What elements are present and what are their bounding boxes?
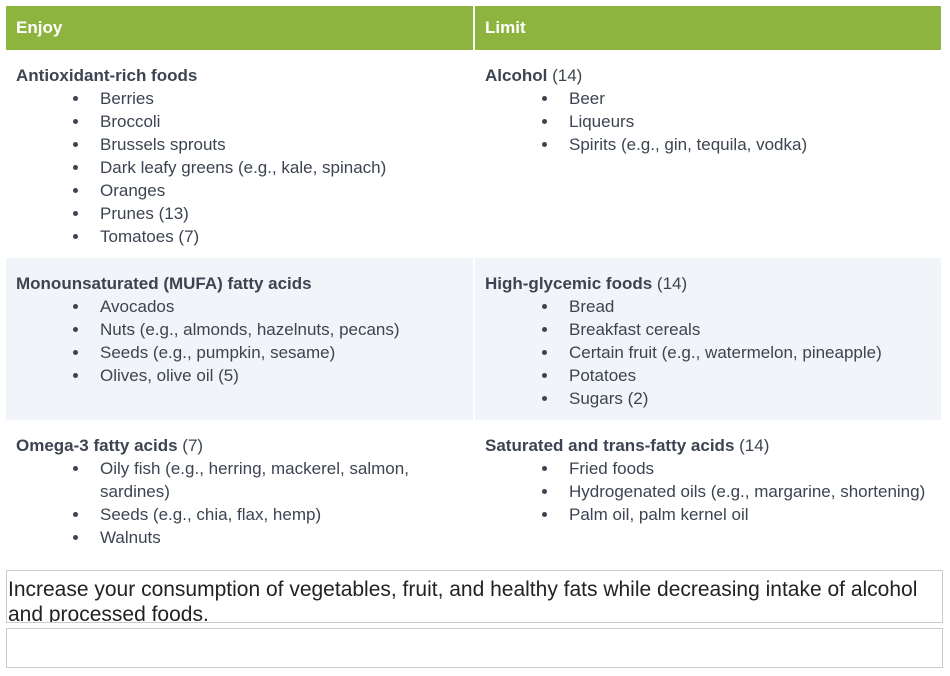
item-list: BreadBreakfast cerealsCertain fruit (e.g…: [485, 295, 931, 410]
cell-title: Saturated and trans-fatty acids: [485, 436, 735, 455]
cell-title: Alcohol: [485, 66, 548, 85]
caption: Increase your consumption of vegetables,…: [6, 570, 943, 623]
list-item: Seeds (e.g., chia, flax, hemp): [90, 503, 463, 526]
list-item: Seeds (e.g., pumpkin, sesame): [90, 341, 463, 364]
table-row: Antioxidant-rich foods BerriesBroccoliBru…: [6, 50, 943, 258]
table-cell: Alcohol (14)BeerLiqueursSpirits (e.g., g…: [474, 50, 943, 258]
list-item: Bread: [559, 295, 931, 318]
list-item: Oily fish (e.g., herring, mackerel, salm…: [90, 457, 463, 503]
list-item: Dark leafy greens (e.g., kale, spinach): [90, 156, 463, 179]
list-item: Oranges: [90, 179, 463, 202]
list-item: Hydrogenated oils (e.g., margarine, shor…: [559, 480, 931, 503]
list-item: Broccoli: [90, 110, 463, 133]
empty-box: [6, 628, 943, 668]
list-item: Berries: [90, 87, 463, 110]
reference: (14): [739, 436, 770, 455]
list-item: Potatoes: [559, 364, 931, 387]
cell-heading: Antioxidant-rich foods: [16, 64, 463, 87]
table-cell: Saturated and trans-fatty acids (14)Frie…: [474, 420, 943, 559]
table-cell: High-glycemic foods (14)BreadBreakfast c…: [474, 258, 943, 420]
cell-heading: High-glycemic foods (14): [485, 272, 931, 295]
table-cell: Antioxidant-rich foods BerriesBroccoliBru…: [6, 50, 475, 258]
item-list: Fried foodsHydrogenated oils (e.g., marg…: [485, 457, 931, 526]
reference: (14): [656, 274, 688, 293]
item-list: BerriesBroccoliBrussels sproutsDark leaf…: [16, 87, 463, 248]
list-item: Certain fruit (e.g., watermelon, pineapp…: [559, 341, 931, 364]
table-cell: Omega-3 fatty acids (7)Oily fish (e.g., …: [6, 420, 475, 559]
header-row: Enjoy Limit: [6, 6, 943, 50]
table-cell: Monounsaturated (MUFA) fatty acids Avocad…: [6, 258, 475, 420]
list-item: Fried foods: [559, 457, 931, 480]
item-list: AvocadosNuts (e.g., almonds, hazelnuts, …: [16, 295, 463, 387]
table-row: Monounsaturated (MUFA) fatty acids Avocad…: [6, 258, 943, 420]
list-item: Palm oil, palm kernel oil: [559, 503, 931, 526]
cell-title: Monounsaturated (MUFA) fatty acids: [16, 274, 312, 293]
cell-title: Omega-3 fatty acids: [16, 436, 178, 455]
list-item: Brussels sprouts: [90, 133, 463, 156]
list-item: Spirits (e.g., gin, tequila, vodka): [559, 133, 931, 156]
list-item: Olives, olive oil (5): [90, 364, 463, 387]
list-item: Sugars (2): [559, 387, 931, 410]
list-item: Avocados: [90, 295, 463, 318]
list-item: Walnuts: [90, 526, 463, 549]
header-cell: Limit: [474, 6, 943, 50]
cell-heading: Alcohol (14): [485, 64, 931, 87]
list-item: Tomatoes (7): [90, 225, 463, 248]
table-row: Omega-3 fatty acids (7)Oily fish (e.g., …: [6, 420, 943, 559]
cell-title: High-glycemic foods: [485, 274, 653, 293]
cell-heading: Omega-3 fatty acids (7): [16, 434, 463, 457]
cell-title: Antioxidant-rich foods: [16, 66, 198, 85]
list-item: Liqueurs: [559, 110, 931, 133]
list-item: Prunes (13): [90, 202, 463, 225]
list-item: Breakfast cereals: [559, 318, 931, 341]
item-list: BeerLiqueursSpirits (e.g., gin, tequila,…: [485, 87, 931, 156]
header-cell: Enjoy: [6, 6, 475, 50]
cell-heading: Monounsaturated (MUFA) fatty acids: [16, 272, 463, 295]
list-item: Nuts (e.g., almonds, hazelnuts, pecans): [90, 318, 463, 341]
cell-heading: Saturated and trans-fatty acids (14): [485, 434, 931, 457]
item-list: Oily fish (e.g., herring, mackerel, salm…: [16, 457, 463, 549]
reference: (7): [182, 436, 204, 455]
list-item: Beer: [559, 87, 931, 110]
reference: (14): [552, 66, 583, 85]
